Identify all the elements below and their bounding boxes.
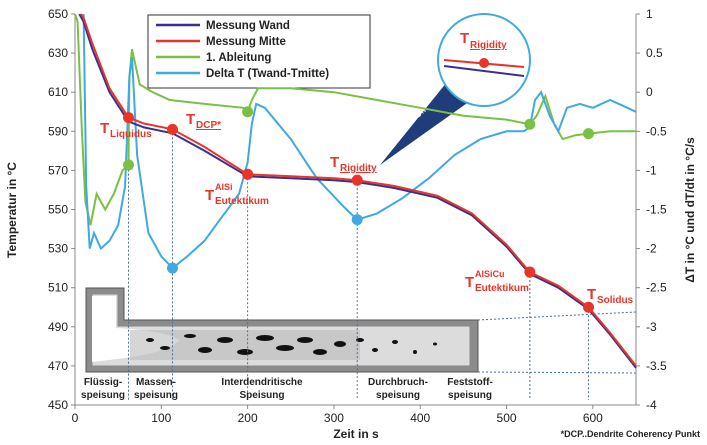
y2-tick-label: -4 — [646, 398, 657, 412]
annotation-sub: DCP* — [196, 120, 221, 131]
x-tick-label: 200 — [238, 411, 258, 425]
zone-label: Feststoff- — [447, 377, 493, 388]
chart: ZOOM T Rigidity Temperatur in °C ΔT in °… — [0, 0, 707, 445]
annotation-sup: AlSi — [215, 182, 233, 192]
footnote: *DCP..Dendrite Coherency Punkt — [561, 429, 700, 439]
marker — [242, 169, 253, 180]
annotation-sup: AlSiCu — [475, 269, 505, 279]
x-tick-label: 100 — [151, 411, 171, 425]
legend-label: Messung Mitte — [206, 36, 286, 48]
marker — [123, 112, 134, 123]
y2-tick-label: 0 — [646, 85, 653, 99]
inset-annotation: T — [460, 30, 469, 47]
marker — [242, 106, 253, 117]
y2-tick-label: -0.5 — [646, 124, 667, 138]
annotation-sub: Liquidus — [110, 129, 152, 140]
x-tick-label: 0 — [72, 411, 79, 425]
y2-tick-label: -1 — [646, 163, 657, 177]
y2-tick-label: -3 — [646, 320, 657, 334]
y-tick-label: 630 — [48, 46, 68, 60]
y-axis-label: Temperatur in °C — [5, 162, 19, 258]
casting-illustration — [86, 288, 636, 373]
y-tick-label: 610 — [48, 85, 68, 99]
y-tick-label: 490 — [48, 320, 68, 334]
marker — [167, 263, 178, 274]
y2-tick-label: -2 — [646, 242, 657, 256]
y-tick-label: 590 — [48, 124, 68, 138]
y-tick-label: 510 — [48, 281, 68, 295]
x-tick-label: 300 — [324, 411, 344, 425]
legend-label: Messung Wand — [206, 20, 290, 32]
annotation: T — [587, 286, 596, 303]
y-tick-label: 550 — [48, 203, 68, 217]
y2-tick-label: -2.5 — [646, 281, 667, 295]
zone-label: Speisung — [239, 390, 284, 401]
x-tick-label: 400 — [410, 411, 430, 425]
x-tick-label: 500 — [497, 411, 517, 425]
y2-tick-label: 1 — [646, 7, 653, 21]
annotation: T — [465, 274, 474, 291]
zone-label: Durchbruch- — [368, 377, 428, 388]
marker — [352, 214, 363, 225]
annotation-sub: Solidus — [597, 295, 634, 306]
y-tick-label: 650 — [48, 7, 68, 21]
annotation: T — [205, 187, 214, 204]
y2-axis-label: ΔT in °C und dT/dt in °C/s — [683, 137, 697, 283]
y2-tick-label: -1.5 — [646, 203, 667, 217]
marker — [583, 302, 594, 313]
annotation-sub: Rigidity — [340, 163, 377, 174]
zone-label: Flüssig- — [84, 377, 122, 388]
marker — [583, 128, 594, 139]
annotation: T — [330, 154, 339, 171]
y2-tick-label: 0.5 — [646, 46, 663, 60]
annotation-sub: Eutektikum — [215, 196, 269, 207]
marker — [524, 119, 535, 130]
y-tick-label: 450 — [48, 398, 68, 412]
annotation-sub: Eutektikum — [475, 283, 529, 294]
zone-label: speisung — [134, 390, 178, 401]
legend-label: 1. Ableitung — [206, 52, 271, 64]
marker — [352, 175, 363, 186]
zone-label: speisung — [448, 390, 492, 401]
zone-label: Massen- — [136, 377, 176, 388]
zone-label: speisung — [81, 390, 125, 401]
zone-label: Interdendritische — [221, 377, 303, 388]
inset-annotation: Rigidity — [470, 40, 507, 51]
marker — [167, 124, 178, 135]
x-axis-label: Zeit in s — [333, 427, 379, 441]
y-tick-label: 470 — [48, 359, 68, 373]
annotation: T — [100, 120, 109, 137]
legend-label: Delta T (Twand-Tmitte) — [206, 68, 329, 80]
marker — [123, 159, 134, 170]
x-tick-label: 600 — [583, 411, 603, 425]
y-tick-label: 530 — [48, 242, 68, 256]
inset-point — [479, 58, 489, 68]
marker — [524, 267, 535, 278]
annotation: T — [186, 111, 195, 128]
y2-tick-label: -3.5 — [646, 359, 667, 373]
y-tick-label: 570 — [48, 163, 68, 177]
zone-label: speisung — [376, 390, 420, 401]
